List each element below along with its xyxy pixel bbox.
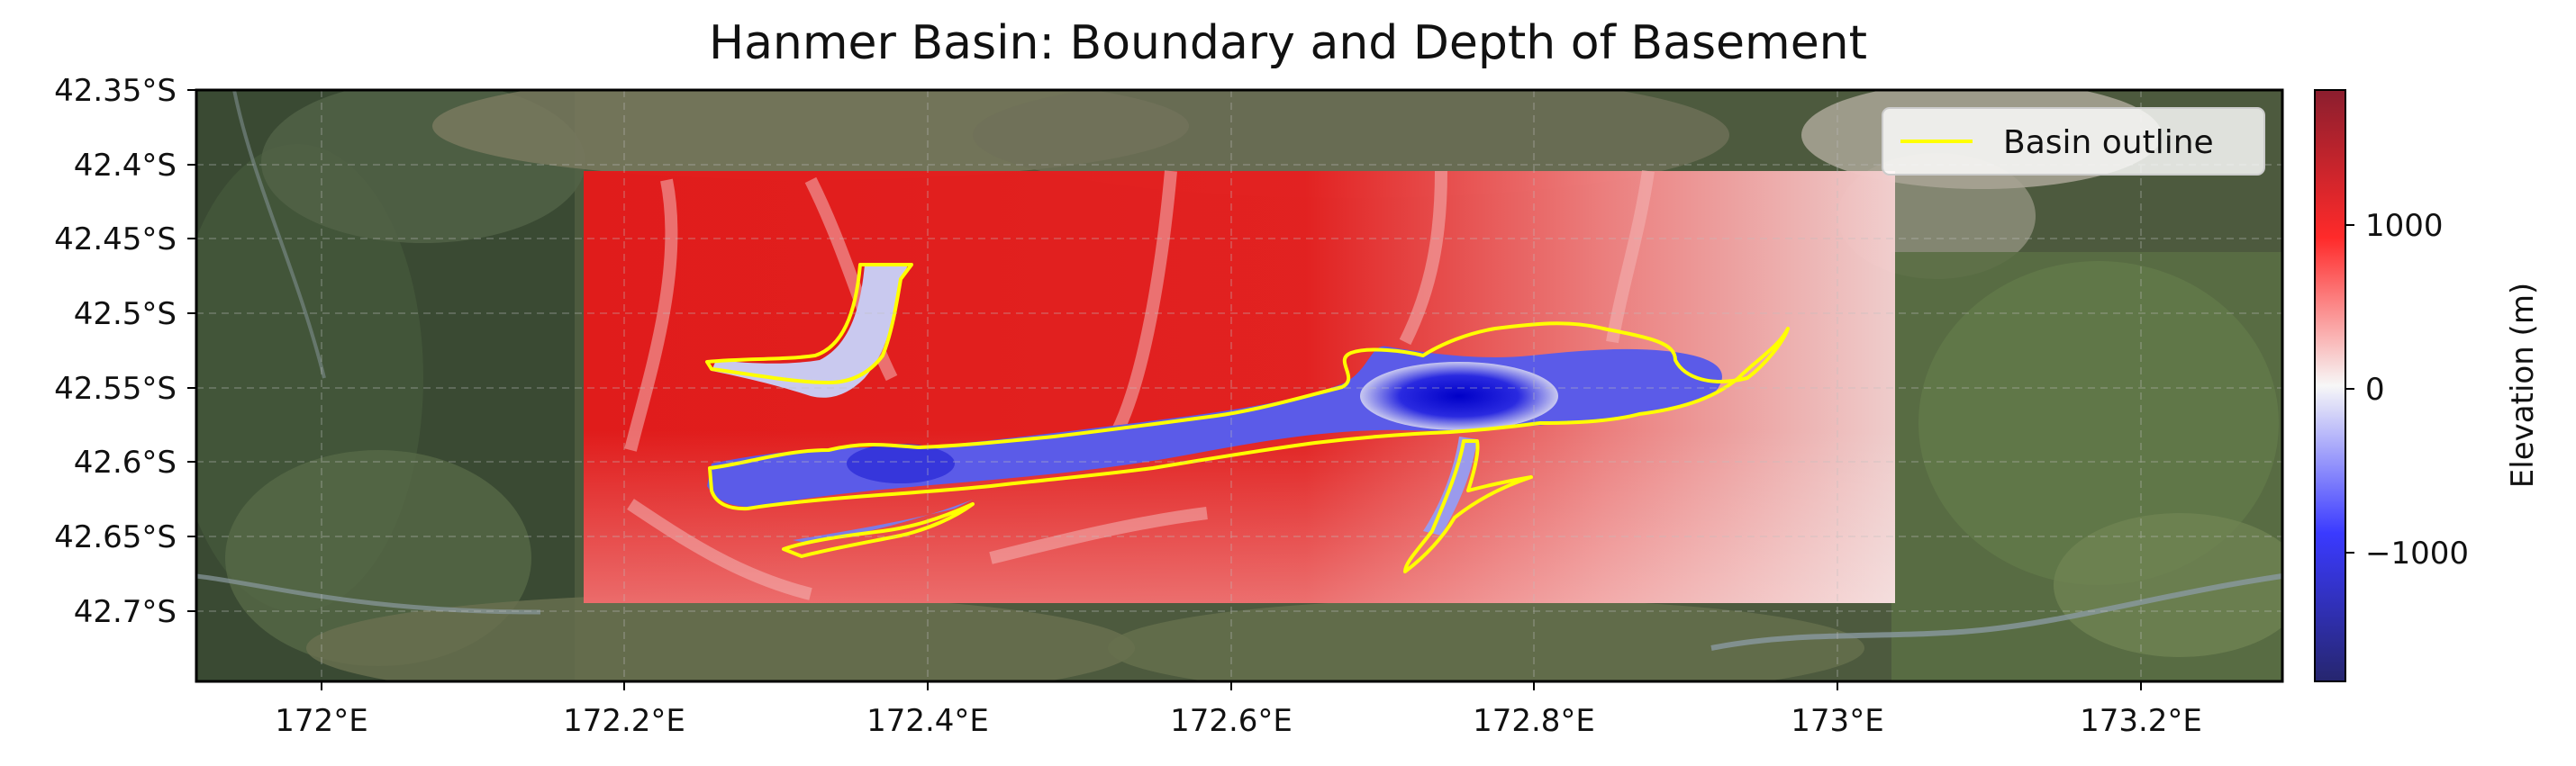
y-tick-label: 42.7°S	[74, 594, 177, 630]
y-tick-label: 42.4°S	[74, 148, 177, 184]
legend: Basin outline	[1882, 107, 2265, 176]
depth-raster	[584, 170, 1895, 603]
y-tick-label: 42.55°S	[54, 371, 177, 407]
x-axis: 172°E 172.2°E 172.4°E 172.6°E 172.8°E 17…	[275, 681, 2202, 739]
map-title: Hanmer Basin: Boundary and Depth of Base…	[708, 16, 1868, 70]
legend-label: Basin outline	[2003, 124, 2214, 161]
y-tick-label: 42.6°S	[74, 445, 177, 481]
x-tick-label: 172.4°E	[866, 703, 989, 739]
y-tick-label: 42.5°S	[74, 296, 177, 332]
y-tick-label: 42.65°S	[54, 519, 177, 555]
gridlines	[196, 90, 2282, 681]
y-axis: 42.35°S 42.4°S 42.45°S 42.5°S 42.55°S 42…	[54, 73, 196, 630]
x-tick-label: 173°E	[1791, 703, 1883, 739]
colorbar: 1000 0 −1000 Elevation (m)	[2314, 89, 2541, 682]
legend-box	[1882, 107, 2265, 176]
colorbar-label: Elevation (m)	[2505, 283, 2541, 488]
colorbar-tick-label: 0	[2365, 372, 2385, 408]
colorbar-gradient	[2314, 89, 2346, 682]
x-tick-label: 173.2°E	[2080, 703, 2202, 739]
y-tick-label: 42.35°S	[54, 73, 177, 109]
y-tick-label: 42.45°S	[54, 221, 177, 257]
colorbar-tick-label: −1000	[2365, 536, 2469, 572]
colorbar-tick-label: 1000	[2365, 208, 2444, 244]
x-tick-label: 172.2°E	[563, 703, 685, 739]
x-tick-label: 172.8°E	[1473, 703, 1595, 739]
basin-outline	[705, 263, 1790, 573]
axes-frame	[195, 88, 2284, 683]
x-tick-label: 172°E	[275, 703, 367, 739]
x-tick-label: 172.6°E	[1170, 703, 1293, 739]
